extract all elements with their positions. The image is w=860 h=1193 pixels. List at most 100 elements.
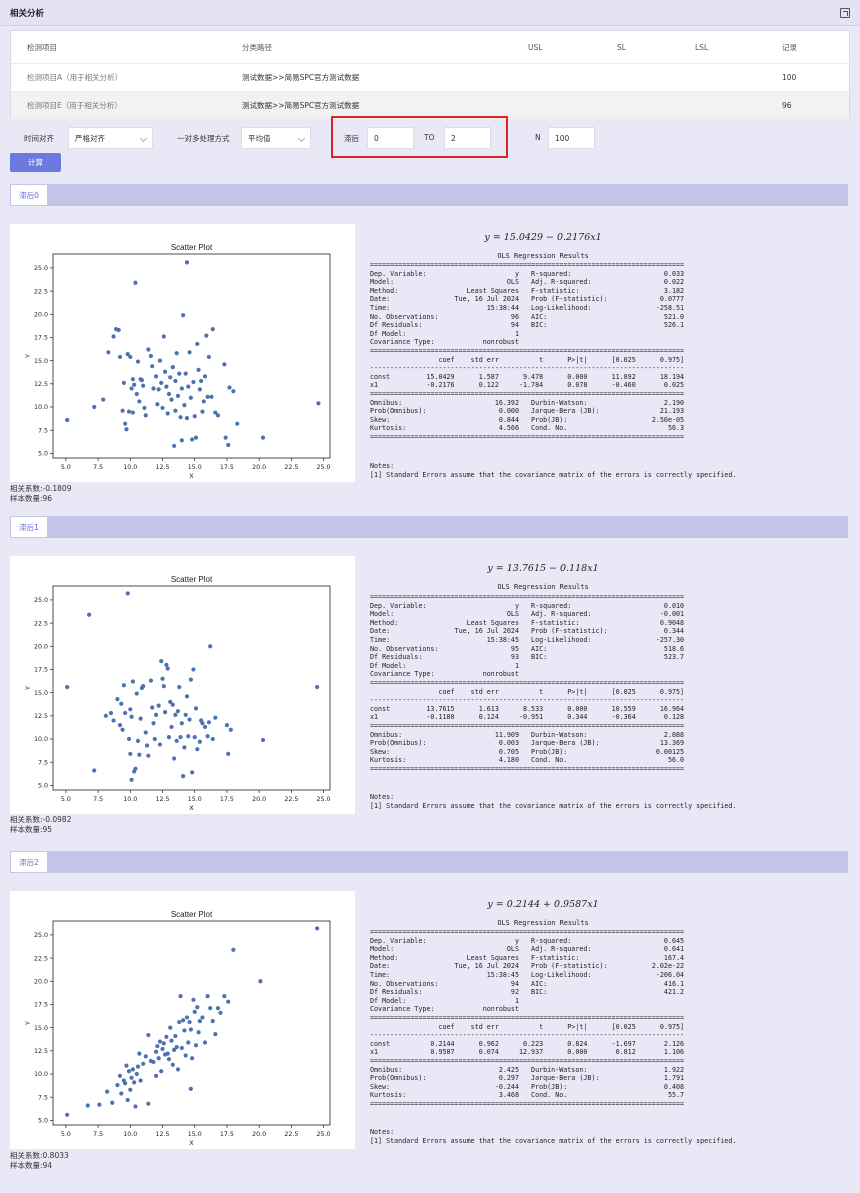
- x-tick-label: 10.0: [123, 464, 137, 471]
- scatter-point: [192, 1009, 197, 1014]
- x-tick-label: 17.5: [220, 1131, 234, 1138]
- scatter-point: [119, 1091, 124, 1096]
- scatter-point: [123, 1081, 128, 1086]
- scatter-point: [174, 738, 179, 743]
- cell-path: 测试数据>>简易SPC官方测试数据: [242, 101, 360, 110]
- table-row[interactable]: 检测项目E（用于相关分析） 测试数据>>简易SPC官方测试数据 96: [11, 92, 849, 120]
- ols-title: OLS Regression Results: [497, 252, 589, 260]
- regression-equation: y = 15.0429 − 0.2176x1: [484, 232, 602, 243]
- scatter-point: [182, 745, 187, 750]
- x-tick-label: 5.0: [61, 1131, 71, 1138]
- scatter-point: [208, 1006, 213, 1011]
- lag-from-input[interactable]: 0: [367, 127, 414, 149]
- scatter-point: [106, 350, 111, 355]
- scatter-point: [226, 751, 231, 756]
- x-tick-label: 12.5: [155, 464, 169, 471]
- time-align-label: 时间对齐: [24, 134, 54, 143]
- scatter-point: [199, 378, 204, 384]
- y-tick-label: 10.0: [34, 404, 48, 411]
- tab-lag-0[interactable]: 滞后0: [10, 184, 48, 206]
- scatter-point: [134, 391, 139, 397]
- scatter-point: [105, 1089, 110, 1094]
- x-tick-label: 17.5: [220, 796, 234, 803]
- scatter-point: [223, 435, 228, 440]
- scatter-point: [191, 997, 196, 1002]
- chevron-down-icon: [297, 134, 306, 143]
- scatter-point: [120, 408, 125, 413]
- scatter-point: [178, 735, 183, 740]
- scatter-point: [164, 1034, 169, 1040]
- scatter-point: [130, 1067, 135, 1072]
- scatter-point: [190, 770, 195, 775]
- scatter-point: [202, 374, 208, 379]
- expand-icon[interactable]: [840, 7, 850, 18]
- scatter-point: [152, 736, 157, 742]
- table-row[interactable]: 检测项目A（用于相关分析） 测试数据>>简易SPC官方测试数据 100: [11, 64, 849, 92]
- scatter-point: [160, 676, 165, 681]
- scatter-point: [179, 438, 184, 443]
- scatter-point: [222, 362, 227, 367]
- scatter-point: [188, 1027, 193, 1032]
- y-axis-label: Y: [24, 354, 32, 359]
- scatter-point: [121, 683, 126, 688]
- scatter-point: [184, 1015, 190, 1020]
- time-align-select[interactable]: 严格对齐: [68, 127, 153, 149]
- x-tick-label: 15.0: [188, 796, 202, 803]
- scatter-point: [146, 1101, 151, 1106]
- chart-title: Scatter Plot: [171, 243, 213, 252]
- scatter-point: [119, 701, 124, 706]
- scatter-point: [128, 707, 133, 712]
- scatter-point: [110, 1100, 115, 1105]
- multi-handling-label: 一对多处理方式: [177, 134, 230, 143]
- scatter-point: [200, 721, 205, 726]
- scatter-point: [231, 389, 236, 394]
- lag-to-value: 2: [451, 133, 456, 143]
- multi-handling-select[interactable]: 平均值: [241, 127, 311, 149]
- calculate-button[interactable]: 计算: [10, 153, 61, 172]
- scatter-point: [178, 415, 183, 420]
- scatter-point: [143, 413, 148, 418]
- lag-to-input[interactable]: 2: [444, 127, 491, 149]
- scatter-point: [123, 710, 128, 716]
- y-tick-label: 5.0: [38, 1118, 48, 1125]
- tab-lag-1[interactable]: 滞后1: [10, 516, 48, 538]
- scatter-point: [195, 747, 200, 752]
- scatter-point: [150, 364, 155, 369]
- scatter-point: [133, 1104, 138, 1109]
- scatter-point: [148, 678, 154, 683]
- scatter-point: [129, 777, 134, 782]
- y-tick-label: 20.0: [34, 311, 48, 318]
- cell-item: 检测项目A（用于相关分析）: [27, 73, 123, 82]
- col-header-usl: USL: [528, 42, 543, 52]
- scatter-point: [201, 399, 206, 404]
- scatter-point: [97, 1102, 102, 1107]
- n-value: 100: [555, 133, 570, 143]
- scatter-point: [157, 358, 163, 363]
- y-tick-label: 12.5: [34, 713, 48, 720]
- n-input[interactable]: 100: [548, 127, 595, 149]
- scatter-point: [179, 386, 184, 391]
- x-axis-label: X: [189, 472, 194, 480]
- scatter-point: [206, 720, 211, 725]
- scatter-point: [179, 1045, 184, 1051]
- scatter-point: [213, 715, 218, 720]
- scatter-point: [166, 1057, 172, 1062]
- scatter-point: [222, 994, 227, 999]
- scatter-point: [197, 387, 202, 392]
- scatter-point: [155, 1044, 160, 1049]
- scatter-point: [161, 684, 166, 689]
- scatter-point: [190, 437, 195, 442]
- tab-lag-2[interactable]: 滞后2: [10, 851, 48, 873]
- stats-block: 相关系数:-0.0982 样本数量:95: [10, 815, 71, 835]
- x-tick-label: 25.0: [317, 464, 331, 471]
- scatter-point: [193, 1043, 199, 1048]
- col-header-item: 检测项目: [27, 42, 57, 52]
- scatter-point: [193, 435, 199, 440]
- scatter-point: [103, 713, 108, 718]
- scatter-point: [165, 1051, 170, 1056]
- scatter-point: [260, 435, 266, 440]
- scatter-point: [210, 736, 215, 742]
- y-tick-label: 10.0: [34, 736, 48, 743]
- scatter-point: [215, 1006, 221, 1011]
- scatter-point: [65, 1112, 70, 1117]
